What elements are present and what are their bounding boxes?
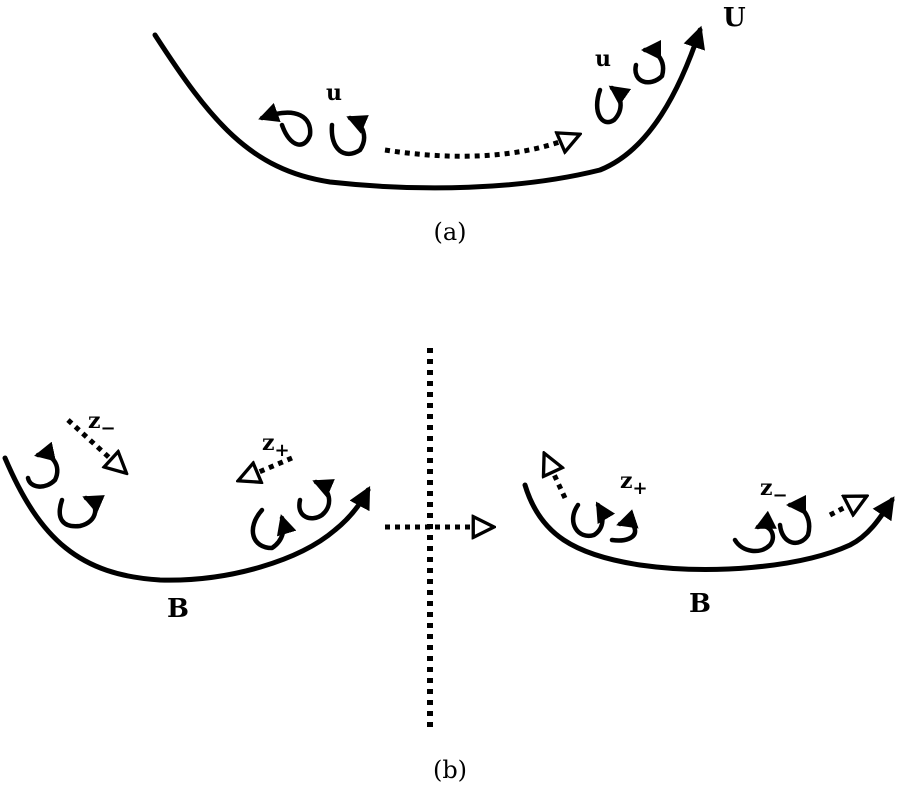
field-label-b-right: B bbox=[689, 589, 711, 619]
elsasser-arrow-z-minus-left bbox=[66, 418, 125, 472]
caption-a: (a) bbox=[433, 218, 466, 246]
eddy-icon bbox=[633, 39, 666, 85]
label-z-plus-left: z+ bbox=[262, 430, 290, 461]
z-subscript: − bbox=[773, 485, 788, 506]
eddy-icon bbox=[609, 509, 639, 543]
z-base: z bbox=[88, 408, 101, 434]
eddy-label-u-left: u bbox=[326, 80, 342, 106]
z-base: z bbox=[760, 475, 773, 501]
eddy-icon bbox=[297, 479, 335, 521]
panel-b-left: B z− z+ bbox=[2, 408, 371, 624]
label-z-minus-right: z− bbox=[760, 475, 788, 506]
eddy-icon bbox=[250, 507, 297, 551]
panel-b-right: B z+ z− bbox=[522, 455, 895, 619]
magnetic-field-curve-right bbox=[522, 482, 895, 572]
z-subscript: − bbox=[101, 418, 116, 439]
transport-arrow-a bbox=[384, 135, 578, 159]
elsasser-arrow-z-plus-left bbox=[240, 455, 293, 480]
mean-flow-curve-a bbox=[152, 25, 705, 191]
eddy-icon bbox=[25, 441, 60, 489]
caption-b: (b) bbox=[433, 756, 467, 784]
eddy-icon bbox=[777, 494, 812, 546]
z-base: z bbox=[620, 468, 633, 494]
eddy-icon bbox=[57, 495, 105, 529]
eddy-label-u-right: u bbox=[595, 46, 611, 72]
z-subscript: + bbox=[633, 478, 648, 499]
elsasser-arrow-z-minus-right bbox=[828, 497, 865, 515]
panel-b: B z− z+ B z+ bbox=[2, 348, 895, 784]
eddy-icon bbox=[258, 102, 313, 147]
z-subscript: + bbox=[275, 440, 290, 461]
z-base: z bbox=[262, 430, 275, 456]
magnetic-field-curve-left bbox=[2, 455, 371, 583]
eddy-icon bbox=[594, 85, 632, 125]
label-z-minus-left: z− bbox=[88, 408, 116, 439]
eddy-icon bbox=[329, 115, 369, 157]
panel-a: U u u (a) bbox=[152, 3, 746, 246]
label-z-plus-right: z+ bbox=[620, 468, 648, 499]
eddy-icon bbox=[732, 510, 778, 554]
elsasser-arrow-z-plus-right bbox=[545, 455, 568, 500]
flow-label-u-capital: U bbox=[723, 3, 746, 33]
eddy-icon bbox=[570, 501, 616, 539]
field-label-b-left: B bbox=[167, 594, 189, 624]
